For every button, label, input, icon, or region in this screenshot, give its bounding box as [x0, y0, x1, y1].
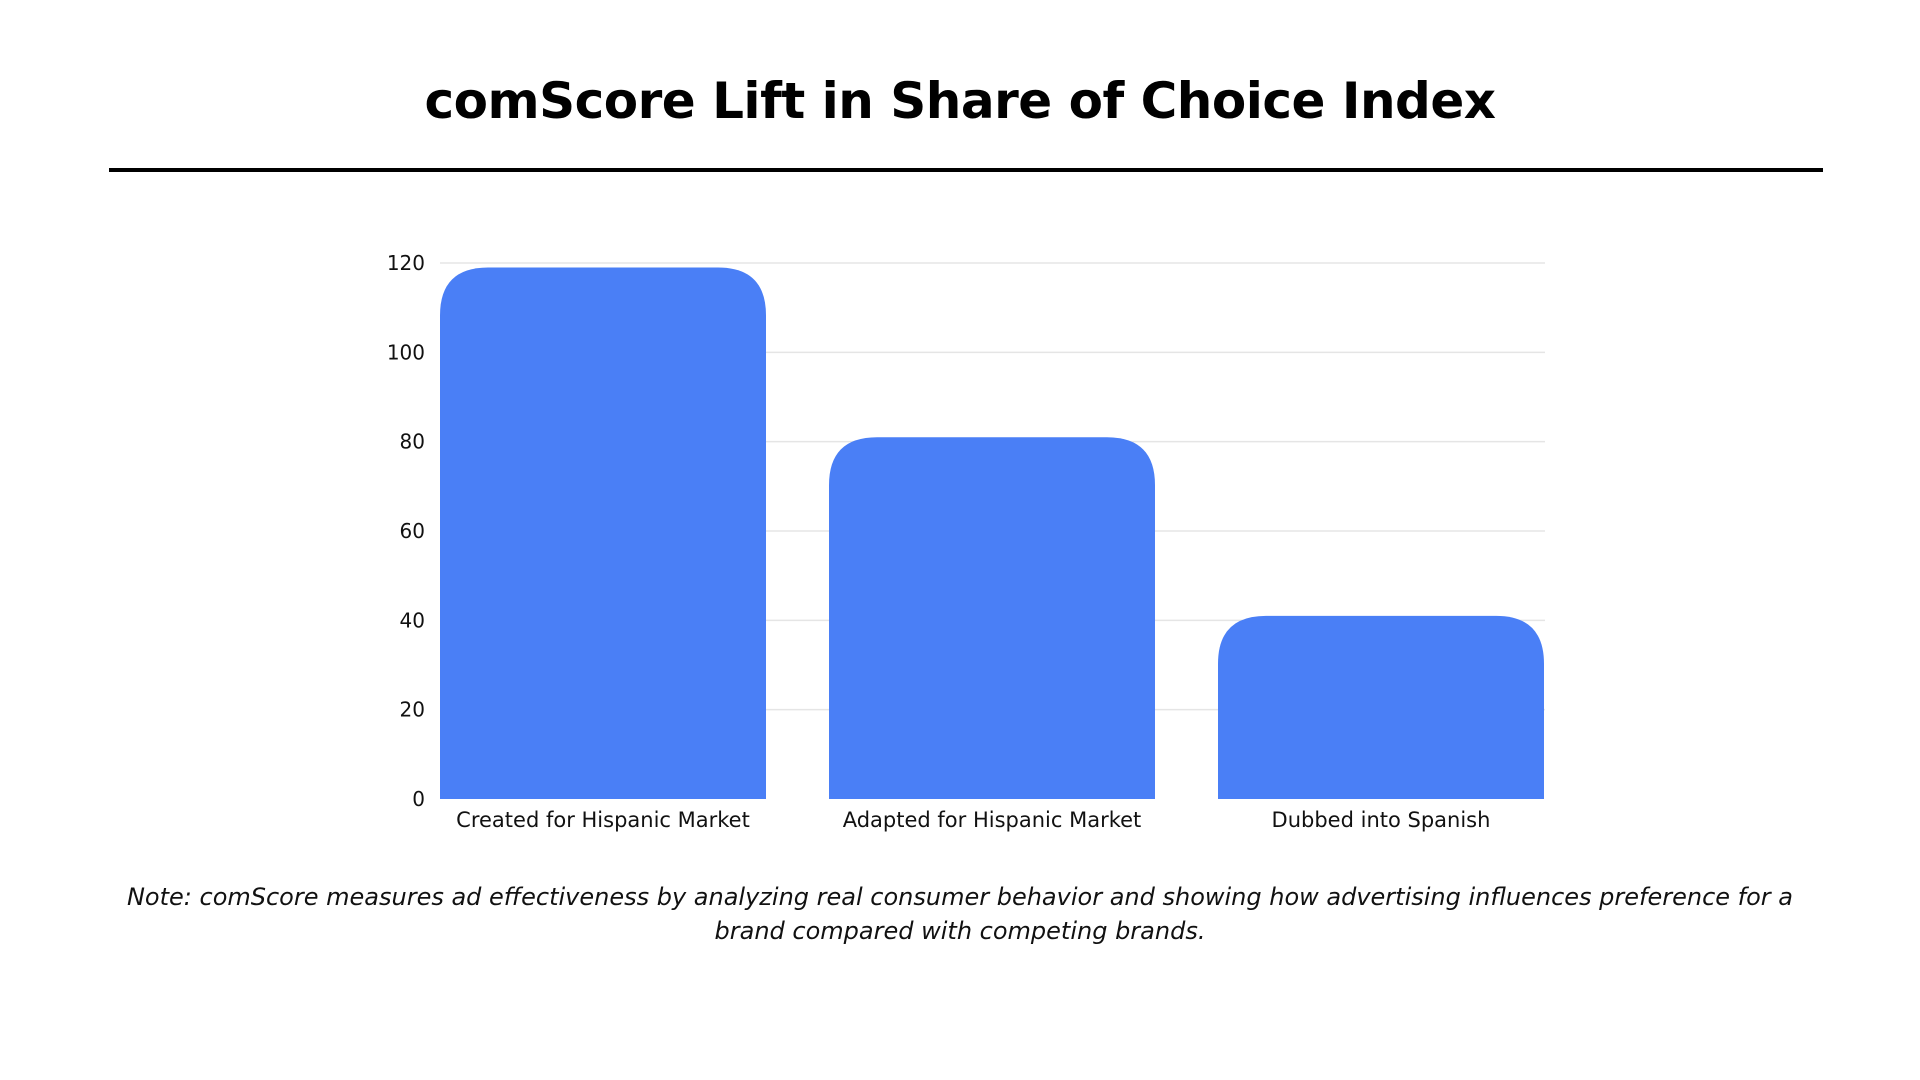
y-tick-label: 0: [412, 787, 425, 811]
y-tick-label: 120: [387, 251, 425, 275]
x-tick-label: Dubbed into Spanish: [1272, 808, 1491, 832]
y-tick-label: 20: [400, 698, 425, 722]
x-tick-label: Adapted for Hispanic Market: [843, 808, 1142, 832]
y-tick-label: 80: [400, 430, 425, 454]
y-tick-label: 60: [400, 519, 425, 543]
y-tick-label: 100: [387, 340, 425, 364]
y-axis-ticks: 0 20 40 60 80 100 120: [387, 251, 425, 811]
chart-title: comScore Lift in Share of Choice Index: [424, 72, 1497, 130]
footnote: Note: comScore measures ad effectiveness…: [126, 883, 1794, 945]
bar: [1218, 615, 1544, 799]
bar: [440, 267, 766, 799]
x-axis-labels: Created for Hispanic Market Adapted for H…: [456, 808, 1490, 832]
x-tick-label: Created for Hispanic Market: [456, 808, 750, 832]
title-divider: [109, 168, 1823, 172]
bar: [829, 437, 1155, 799]
bars: [440, 267, 1544, 799]
y-tick-label: 40: [400, 608, 425, 632]
